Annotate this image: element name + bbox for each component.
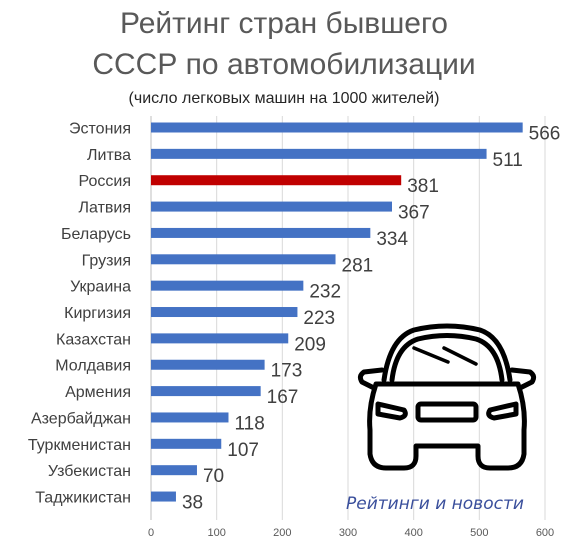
x-tick-label: 600 [536,527,554,539]
category-label: Таджикистан [35,490,131,507]
data-label: 209 [294,334,326,355]
category-label: Россия [79,173,131,190]
x-tick-label: 200 [273,527,291,539]
category-label: Азербайджан [31,410,131,427]
category-label: Украина [70,279,131,296]
category-label: Латвия [79,200,131,217]
bar [151,491,176,502]
chart-title-line1: Рейтинг стран бывшего [120,7,448,40]
category-label: Молдавия [55,358,131,375]
data-label: 381 [407,176,439,197]
bar [151,359,265,370]
category-label: Литва [87,147,131,164]
bar [151,201,392,212]
data-label: 511 [493,150,523,171]
category-label: Армения [65,384,131,401]
category-label: Киргизия [64,305,131,322]
bar [151,465,197,476]
category-label: Грузия [82,252,131,269]
data-label: 173 [271,361,303,382]
bar [151,175,402,186]
x-tick-label: 100 [207,527,225,539]
data-label: 118 [234,413,264,434]
data-label: 223 [303,308,335,329]
bar [151,122,523,133]
bar [151,412,229,423]
data-label: 367 [398,203,430,224]
data-label: 167 [267,387,299,408]
x-tick-label: 300 [339,527,357,539]
category-label: Туркменистан [28,437,131,454]
data-label: 281 [342,255,374,276]
bar [151,148,487,159]
data-label: 70 [203,466,224,487]
bar [151,280,304,291]
bar [151,386,261,397]
data-label: 232 [309,282,341,303]
watermark: Рейтинги и новости [346,494,524,514]
x-tick-label: 500 [470,527,488,539]
category-label: Узбекистан [48,463,131,480]
category-label: Казахстан [56,331,131,348]
bar [151,307,298,318]
bar [151,438,222,449]
chart-subtitle: (число легковых машин на 1000 жителей) [128,90,440,107]
chart-title-line2: СССР по автомобилизации [92,48,476,81]
bar [151,254,336,265]
x-tick-label: 400 [404,527,422,539]
bar [151,227,371,238]
x-tick-label: 0 [148,527,154,539]
data-label: 107 [227,440,259,461]
bar [151,333,289,344]
data-label: 38 [182,493,203,514]
category-label: Беларусь [61,226,131,243]
data-label: 334 [376,229,408,250]
data-label: 566 [529,124,561,145]
car-front-icon [357,323,537,471]
category-label: Эстония [69,121,131,138]
